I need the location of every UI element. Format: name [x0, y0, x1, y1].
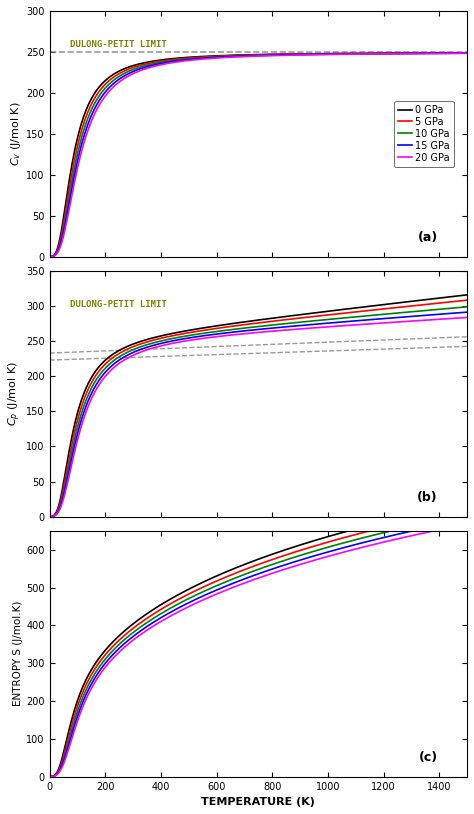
0 GPa: [302, 49, 308, 59]
0 GPa: [464, 48, 470, 58]
Y-axis label: $C_p$ (J/mol K): $C_p$ (J/mol K): [7, 361, 23, 427]
Y-axis label: ENTROPY S (J/mol.K): ENTROPY S (J/mol.K): [13, 601, 24, 707]
Line: 0 GPa: 0 GPa: [50, 53, 467, 256]
15 GPa: [47, 252, 53, 261]
X-axis label: TEMPERATURE (K): TEMPERATURE (K): [201, 797, 315, 807]
Line: 5 GPa: 5 GPa: [50, 53, 467, 256]
15 GPa: [302, 50, 308, 59]
Line: 15 GPa: 15 GPa: [50, 53, 467, 256]
0 GPa: [425, 48, 431, 58]
Text: (a): (a): [418, 231, 438, 244]
20 GPa: [47, 252, 53, 261]
10 GPa: [47, 252, 53, 261]
Text: (c): (c): [419, 751, 438, 764]
20 GPa: [302, 50, 308, 59]
20 GPa: [48, 252, 54, 261]
0 GPa: [295, 49, 301, 59]
10 GPa: [48, 252, 54, 261]
15 GPa: [464, 48, 470, 58]
10 GPa: [302, 50, 308, 59]
15 GPa: [425, 49, 431, 59]
Y-axis label: $C_v$ (J/mol K): $C_v$ (J/mol K): [9, 102, 23, 166]
10 GPa: [425, 48, 431, 58]
0 GPa: [399, 48, 404, 58]
Legend: 0 GPa, 5 GPa, 10 GPa, 15 GPa, 20 GPa: 0 GPa, 5 GPa, 10 GPa, 15 GPa, 20 GPa: [394, 101, 454, 167]
Line: 10 GPa: 10 GPa: [50, 53, 467, 256]
20 GPa: [295, 50, 301, 60]
5 GPa: [295, 50, 301, 59]
20 GPa: [464, 48, 470, 58]
15 GPa: [48, 252, 54, 261]
5 GPa: [425, 48, 431, 58]
5 GPa: [399, 48, 404, 58]
Text: DULONG-PETIT LIMIT: DULONG-PETIT LIMIT: [71, 41, 167, 50]
5 GPa: [294, 50, 300, 59]
20 GPa: [294, 50, 300, 60]
20 GPa: [425, 49, 431, 59]
5 GPa: [464, 48, 470, 58]
5 GPa: [48, 252, 54, 261]
Line: 20 GPa: 20 GPa: [50, 53, 467, 256]
5 GPa: [302, 49, 308, 59]
10 GPa: [464, 48, 470, 58]
0 GPa: [48, 252, 54, 261]
15 GPa: [399, 49, 404, 59]
5 GPa: [47, 252, 53, 261]
0 GPa: [47, 252, 53, 261]
15 GPa: [295, 50, 301, 59]
Text: DULONG-PETIT LIMIT: DULONG-PETIT LIMIT: [71, 300, 167, 309]
10 GPa: [399, 49, 404, 59]
Text: (b): (b): [417, 492, 438, 505]
10 GPa: [294, 50, 300, 59]
0 GPa: [294, 49, 300, 59]
15 GPa: [294, 50, 300, 59]
10 GPa: [295, 50, 301, 59]
20 GPa: [399, 49, 404, 59]
